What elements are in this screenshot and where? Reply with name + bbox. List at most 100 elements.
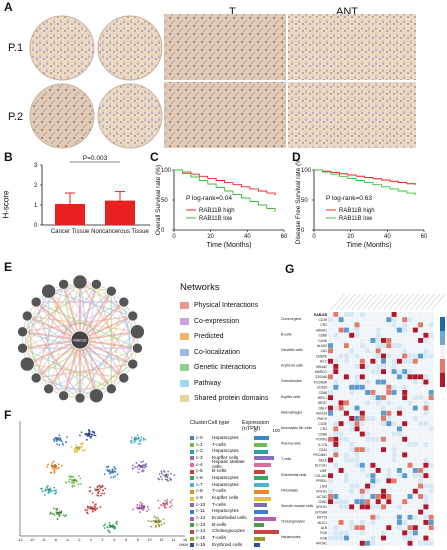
heatmap-cell xyxy=(328,353,333,359)
cluster-swatch xyxy=(190,496,194,501)
heatmap-cell xyxy=(343,535,349,541)
cluster-cell-type: B-cells xyxy=(212,469,227,475)
umap-point xyxy=(131,467,134,470)
heatmap-cell xyxy=(391,431,397,437)
umap-point xyxy=(164,478,167,481)
heatmap-cell xyxy=(418,332,424,338)
heatmap-cell xyxy=(391,520,397,525)
heatmap-cell xyxy=(418,478,424,484)
heatmap-cell xyxy=(391,343,397,349)
heatmap-cell xyxy=(328,343,333,349)
umap-point xyxy=(160,470,163,473)
heatmap-cell xyxy=(407,410,413,416)
heatmap-cell xyxy=(423,462,429,468)
heatmap-cell xyxy=(338,457,344,463)
heatmap-cell xyxy=(349,327,355,333)
heatmap-cell xyxy=(338,332,344,338)
heatmap-cell xyxy=(386,535,392,541)
heatmap-cell xyxy=(396,535,402,541)
heatmap-cell xyxy=(343,494,349,499)
umap-point xyxy=(104,487,107,490)
heatmap-cell xyxy=(423,322,429,328)
cluster-id: c-13 xyxy=(196,522,206,528)
heatmap-cell xyxy=(428,322,434,328)
heatmap-cell xyxy=(349,332,355,338)
heatmap-cell xyxy=(365,473,371,479)
heatmap-cell xyxy=(365,358,371,364)
cluster-row: c-4 Hepatic stellate cells xyxy=(190,460,280,470)
km-curve-low xyxy=(174,169,276,212)
heatmap-cell xyxy=(412,436,418,442)
cluster-id: c-2 xyxy=(196,449,203,455)
heatmap-cell xyxy=(349,525,355,531)
heatmap-gene-label: NKG7 xyxy=(318,401,327,405)
network-node xyxy=(106,383,117,395)
umap-point xyxy=(111,524,114,527)
cluster-cell-type: T-cells xyxy=(212,536,226,542)
heatmap-cell xyxy=(338,312,344,317)
cluster-id: c-7 xyxy=(196,482,203,488)
heatmap-cell xyxy=(375,447,381,453)
heatmap-cell xyxy=(328,457,333,463)
umap-point xyxy=(113,466,115,469)
heatmap-cell xyxy=(428,483,434,489)
umap-point xyxy=(86,435,89,437)
heatmap-scale-step xyxy=(440,359,445,373)
header-cluster: Cluster xyxy=(190,420,208,426)
network-edge xyxy=(48,290,134,365)
km-xtick-label: 40 xyxy=(384,234,391,240)
umap-point xyxy=(53,440,56,442)
heatmap-cell xyxy=(370,369,376,375)
umap-cluster-label: c-14 xyxy=(94,487,101,491)
heatmap-cell xyxy=(349,384,355,390)
umap-point xyxy=(81,445,84,448)
network-center-label: RAB11B xyxy=(73,339,87,343)
network-edge xyxy=(22,330,81,341)
heatmap-cell xyxy=(381,348,386,354)
heatmap-gene-label: APOA1 xyxy=(316,542,327,546)
heatmap-cell xyxy=(365,410,371,416)
umap-point xyxy=(53,489,56,492)
heatmap-cell xyxy=(396,410,402,416)
umap-point xyxy=(80,443,83,446)
umap-point xyxy=(163,470,166,473)
heatmap-cell xyxy=(343,343,349,349)
heatmap-cell xyxy=(333,384,339,390)
heatmap-cell xyxy=(407,514,413,520)
heatmap-cell xyxy=(338,343,344,349)
heatmap-cell xyxy=(386,317,392,323)
heatmap-cell xyxy=(381,473,386,479)
heatmap-cell xyxy=(370,535,376,541)
cluster-swatch xyxy=(190,476,194,481)
cluster-row: c-3 Kupffer cells xyxy=(190,455,280,462)
cluster-swatch xyxy=(190,529,194,534)
umap-point xyxy=(132,441,135,444)
heatmap-cell xyxy=(407,520,413,525)
umap-point xyxy=(56,518,59,521)
heatmap-cell xyxy=(370,457,376,463)
heatmap-cell xyxy=(402,478,408,484)
heatmap-cell xyxy=(381,400,386,406)
network-edge xyxy=(35,301,65,396)
heatmap-cell xyxy=(386,468,392,473)
heatmap-cell xyxy=(343,348,349,354)
heatmap-cell xyxy=(402,410,408,416)
network-node xyxy=(118,296,130,308)
heatmap-cell xyxy=(412,405,418,411)
heatmap-cell xyxy=(391,327,397,333)
umap-xtick-label: 8 xyxy=(137,538,139,542)
heatmap-cell xyxy=(423,343,429,349)
legend-label: Predicted xyxy=(194,333,224,341)
heatmap-cell xyxy=(386,374,392,380)
heatmap-cell xyxy=(428,374,434,380)
network-edge xyxy=(63,283,112,292)
scale-min: 0 xyxy=(254,428,257,433)
heatmap-cell xyxy=(370,327,376,333)
heatmap-cell xyxy=(423,426,429,432)
heatmap-cell xyxy=(412,327,418,333)
heatmap-cell xyxy=(428,468,434,473)
heatmap-cell xyxy=(407,462,413,468)
heatmap-gene-label: CD68 xyxy=(319,391,328,395)
heatmap-cell xyxy=(365,509,371,515)
